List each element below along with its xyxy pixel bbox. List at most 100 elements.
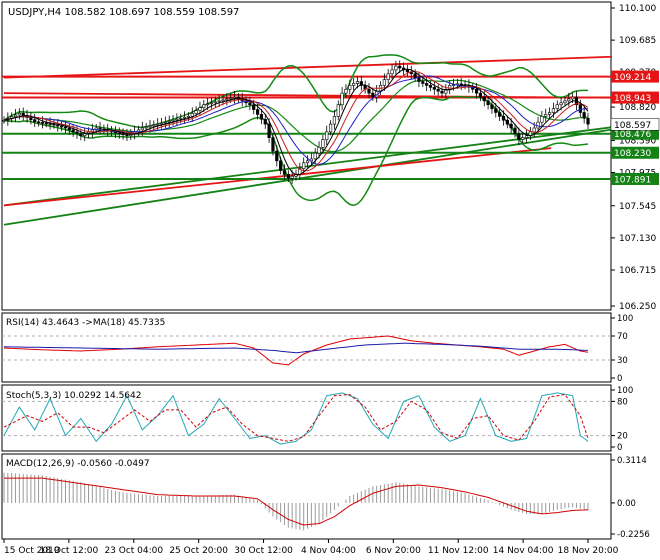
oscillator-tick-label: 30 — [617, 356, 628, 366]
candle-body — [125, 134, 129, 137]
candle-body — [171, 119, 175, 122]
candle-body — [490, 104, 494, 109]
candle-body — [60, 125, 64, 128]
candle-body — [213, 101, 217, 104]
bollinger-lower-band — [3, 95, 589, 207]
candle-body — [413, 73, 417, 78]
candle-body — [578, 104, 582, 113]
candle-body — [551, 108, 556, 113]
level-label: 107.891 — [614, 175, 651, 185]
candle-body — [509, 123, 513, 129]
current-price-label-bg — [610, 118, 660, 131]
candle-body — [279, 160, 283, 171]
candle-body — [163, 121, 167, 124]
time-tick-label: 6 Nov 20:00 — [366, 546, 421, 556]
oscillator-tick-label: 0 — [617, 374, 622, 384]
candle-body — [44, 122, 48, 125]
candle-body — [282, 170, 287, 175]
candle-body — [505, 119, 509, 125]
candle-body — [33, 119, 37, 123]
moving-average-fast — [3, 68, 589, 176]
trend-line-resistance — [3, 55, 613, 79]
rsi-panel-frame — [1, 312, 612, 383]
candle-body — [586, 117, 590, 125]
time-tick-label: 25 Oct 20:00 — [169, 546, 228, 556]
candle-body — [48, 123, 52, 125]
candle-body — [271, 137, 275, 152]
price-tick-label: 109.685 — [619, 36, 656, 46]
candle-body — [417, 77, 421, 82]
candle-body — [344, 88, 348, 94]
candle-body — [305, 160, 310, 164]
oscillator-tick-label: 70 — [617, 332, 628, 342]
candle-body — [355, 81, 360, 84]
candle-body — [582, 112, 586, 119]
candle-body — [175, 118, 179, 121]
candle-body — [198, 107, 202, 111]
candle-body — [459, 83, 463, 86]
candle-body — [321, 139, 325, 148]
candle-body — [544, 114, 548, 117]
time-tick-label: 18 Nov 20:00 — [558, 546, 619, 556]
candle-body — [229, 97, 233, 100]
candle-body — [394, 65, 398, 71]
level-label: 108.476 — [614, 130, 651, 140]
candle-body — [79, 133, 83, 137]
candle-body — [352, 83, 356, 86]
level-label-bg — [611, 146, 659, 159]
candle-body — [56, 124, 60, 127]
oscillator-series-rsi — [3, 335, 589, 366]
candle-body — [524, 135, 529, 138]
price-tick-label: 106.715 — [619, 266, 656, 276]
current-price-label: 108.597 — [614, 121, 651, 131]
level-label: 109.214 — [614, 73, 651, 83]
candle-body — [436, 88, 440, 92]
time-tick-label: 23 Oct 04:00 — [104, 546, 163, 556]
oscillator-tick-label: 0 — [617, 443, 622, 453]
price-tick-label: 108.820 — [619, 103, 656, 113]
level-label-bg — [611, 70, 659, 83]
macd-tick-label: 0.00 — [617, 499, 636, 509]
price-tick-label: 108.390 — [619, 136, 656, 146]
candle-body — [405, 69, 410, 73]
candle-body — [521, 137, 525, 140]
rsi-layer: 100 70 30 0 — [2, 314, 633, 384]
candle-body — [536, 121, 540, 129]
candle-body — [98, 127, 102, 130]
candle-body — [83, 133, 87, 137]
candle-body — [17, 112, 21, 116]
symbol-header: USDJPY,H4 108.582 108.697 108.559 108.59… — [8, 7, 239, 18]
candle-body — [159, 122, 164, 125]
candle-body — [248, 102, 252, 106]
trend-line-support_red — [3, 147, 552, 207]
candle-body — [328, 123, 333, 133]
candle-body — [179, 117, 183, 120]
oscillator-series-main — [3, 392, 589, 445]
candle-body — [382, 79, 386, 86]
bollinger-middle-band — [3, 79, 589, 153]
candle-body — [117, 132, 121, 135]
oscillator-tick-label: 100 — [617, 386, 633, 396]
candle-body — [501, 116, 506, 121]
candle-body — [167, 120, 171, 123]
time-tick-label: 11 Nov 12:00 — [428, 546, 489, 556]
candle-body — [290, 176, 294, 179]
candle-body — [313, 152, 317, 160]
candle-body — [202, 104, 206, 108]
candle-body — [36, 121, 41, 124]
candle-body — [482, 96, 486, 102]
candle-body — [486, 100, 490, 106]
candle-body — [498, 112, 502, 117]
candle-body — [532, 127, 536, 133]
candle-body — [421, 81, 425, 84]
main-chart-layer — [2, 54, 613, 226]
candle-body — [398, 65, 402, 69]
price-axis: 110.100109.685109.270108.820108.390107.9… — [610, 4, 660, 312]
candle-body — [2, 119, 6, 122]
candle-body — [75, 131, 79, 135]
candle-body — [571, 96, 575, 100]
candle-body — [190, 113, 194, 117]
